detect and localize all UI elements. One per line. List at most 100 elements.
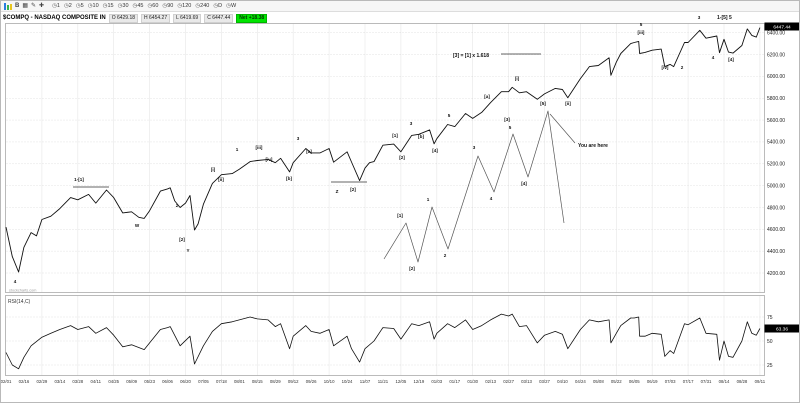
timeframe-button-45[interactable]: ◷45 [132,3,144,9]
elliott-wave-label: [i] [211,167,216,172]
projection-wave-label: 4 [490,196,493,201]
price-axis-tick: 5800.00 [767,96,785,102]
clock-icon: ◷ [132,3,138,9]
date-axis-tick: 11/21 [378,379,389,384]
elliott-wave-label: 3 [297,136,300,141]
date-axis-tick: 01/17 [449,379,460,384]
low-value: L 6419.69 [173,13,202,23]
clock-icon: ◷ [213,3,219,9]
elliott-wave-label: [ii] [565,101,571,106]
timeframe-button-30[interactable]: ◷30 [117,3,129,9]
elliott-wave-label: [4] [432,148,438,153]
elliott-wave-label: [b] [286,176,292,181]
date-axis-tick: 03/14 [54,379,65,384]
elliott-wave-label: Z [336,189,339,194]
date-axis-tick: 10/24 [342,379,353,384]
rsi-axis-tick: 50 [767,339,773,345]
clock-icon: ◷ [147,3,153,9]
elliott-wave-label: [iv] [266,157,273,162]
elliott-wave-label: [2] [350,187,356,192]
price-axis-tick: 4200.00 [767,271,785,277]
rsi-axis-tick: 75 [767,315,773,321]
date-axis-tick: 09/11 [755,379,766,384]
rsi-legend: RSI(14,C) [8,299,31,305]
clock-icon: ◷ [102,3,108,9]
crosshair-icon[interactable]: ✚ [39,2,45,9]
projection-wave-label: [1] [397,213,403,218]
chart-header: $COMPQ - NASDAQ COMPOSITE IN O 6429.18 H… [3,13,268,23]
date-axis-tick: 11/07 [360,379,371,384]
date-axis-tick: 05/22 [611,379,622,384]
timeframe-button-120[interactable]: ◷120 [177,3,192,9]
timeframe-button-5[interactable]: ◷5 [75,3,84,9]
elliott-wave-label: 3 [410,121,413,126]
projection-wave-label: [3] [504,117,510,122]
elliott-wave-label: 1 [236,147,239,152]
elliott-wave-label: 4 [712,55,715,60]
toolbar: B ▦ ✎ ✚ ◷1 ◷2 ◷5 ◷10 ◷15 ◷30 ◷45 ◷60 ◷90 ◷120 ◷240… [1,1,799,12]
elliott-wave-label: 2 [176,203,179,208]
date-axis-tick: 04/10 [557,379,568,384]
timeframe-button-90[interactable]: ◷90 [162,3,174,9]
date-axis-tick: 05/08 [593,379,604,384]
date-axis-tick: 08/28 [737,379,748,384]
open-value: O 6429.18 [108,13,139,23]
elliott-wave-label: [iv] [662,65,669,70]
final-wave-count-label: 1-[5] 5 [717,15,732,21]
you-are-here-label: You are here [578,143,608,149]
clipboard-icon[interactable]: ▦ [22,2,29,9]
date-axis-tick: 12/05 [396,379,407,384]
you-are-here-pointer [549,113,576,144]
elliott-wave-label: 2 [681,65,684,70]
timeframe-button-D[interactable]: ◷D [213,3,223,9]
elliott-wave-label: [b] [418,134,424,139]
projection-wave-label: 2 [444,253,447,258]
date-axis-tick: 09/26 [306,379,317,384]
date-axis-tick: 08/29 [270,379,281,384]
timeframe-button-1[interactable]: ◷1 [52,3,60,9]
date-axis-tick: 08/14 [719,379,730,384]
date-axis-tick: 06/05 [629,379,640,384]
rsi-axis-tick: 25 [767,363,773,369]
timeframe-button-60[interactable]: ◷60 [147,3,159,9]
date-axis-tick: 08/01 [234,379,245,384]
elliott-wave-label: [2] [399,155,405,160]
wave-projection-path[interactable] [383,110,565,263]
date-axis-tick: 02/27 [503,379,514,384]
clock-icon: ◷ [52,3,57,9]
date-axis-tick: 06/19 [647,379,658,384]
draw-icon[interactable]: ✎ [31,2,37,9]
date-axis-tick: 01/30 [467,379,478,384]
fib-target-annotation: [3] = [1] x 1.618 [453,53,489,59]
elliott-wave-label: [iii] [256,145,263,150]
timeframe-button-10[interactable]: ◷10 [87,3,99,9]
elliott-wave-label: 5 [448,113,451,118]
chart-type-icon[interactable] [4,2,12,10]
date-axis-tick: 05/23 [144,379,155,384]
date-axis-tick: 06/06 [162,379,173,384]
date-axis-tick: 08/15 [252,379,263,384]
date-axis-tick: 07/03 [665,379,676,384]
price-axis-tick: 5200.00 [767,162,785,168]
current-price-tag [764,22,799,31]
clock-icon: ◷ [87,3,93,9]
high-value: H 6454.27 [141,13,171,23]
elliott-wave-label: 5 [640,22,643,27]
date-axis-tick: 03/27 [539,379,550,384]
elliott-wave-label: 3 [698,15,701,20]
price-axis-tick: 6000.00 [767,74,785,80]
elliott-wave-label: [4] [728,57,734,62]
timeframe-button-240[interactable]: ◷240 [195,3,210,9]
date-axis-tick: 07/18 [216,379,227,384]
timeframe-button-15[interactable]: ◷15 [102,3,114,9]
price-axis-tick: 6400.00 [767,31,785,37]
timeframe-button-W[interactable]: ◷W [226,3,237,9]
price-axis-tick: 5400.00 [767,140,785,146]
bold-icon[interactable]: B [15,2,20,9]
net-change-badge: Net +18.38 [236,13,268,23]
elliott-wave-label: W [135,223,140,228]
date-axis-tick: 04/25 [108,379,119,384]
timeframe-buttons: ◷1 ◷2 ◷5 ◷10 ◷15 ◷30 ◷45 ◷60 ◷90 ◷120 ◷240 ◷D ◷W [51,2,237,10]
timeframe-button-2[interactable]: ◷2 [63,3,72,9]
